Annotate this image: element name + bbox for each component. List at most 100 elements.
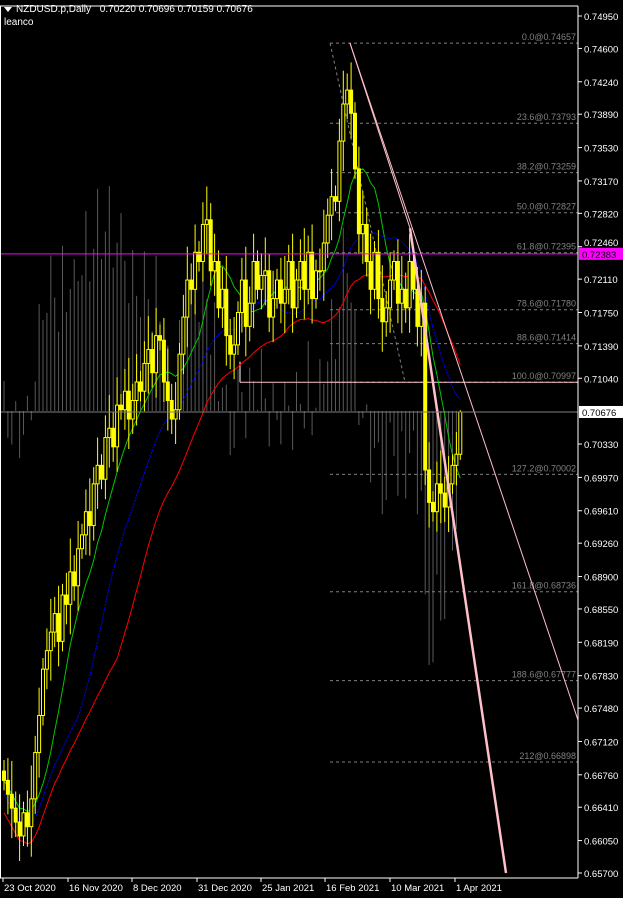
candle-bull [204,219,209,225]
y-tick-label: 0.71390 [584,342,618,353]
candle-bull [341,103,346,142]
candle-bear [427,469,432,503]
ma-slow-line [3,273,461,845]
candle-bear [56,613,61,642]
y-tick-label: 0.73890 [584,110,618,121]
candle-bear [364,223,369,263]
candle-bull [271,298,276,318]
current-price-label: 0.70676 [582,408,616,419]
indicator-label: leanco [4,17,34,28]
y-tick-label: 0.69610 [584,507,618,518]
candle-bull [282,288,287,304]
candle-bull [142,362,147,392]
x-tick-label: 16 Nov 2020 [69,883,123,894]
candle-bear [25,812,30,828]
candle-bull [454,453,459,466]
fibo-level-label: 78.6@0.71780 [517,299,576,309]
candle-bear [243,279,248,327]
fibo-level-label: 161.8@0.68736 [512,581,576,591]
ma-fast-line [3,168,461,813]
x-tick-label: 16 Feb 2021 [326,883,379,894]
candle-bull [251,261,256,304]
candle-bull [298,261,303,281]
horizontal-line-tag [579,247,623,260]
horizontal-line-price: 0.72383 [582,250,616,261]
candle-bull [115,404,120,448]
candle-bull [29,798,34,828]
candle-bull [321,242,326,272]
candle-bull [173,409,178,420]
candle-bull [434,483,439,513]
collapse-triangle-icon[interactable] [4,6,12,12]
candle-bear [138,381,143,392]
current-price-tag [579,405,623,418]
candle-bear [380,298,385,323]
fibo-level-label: 38.2@0.73259 [517,162,576,172]
candle-bull [314,270,318,300]
candle-bear [431,501,435,513]
candle-bull [372,251,377,290]
x-tick-label: 1 Apr 2021 [456,883,502,894]
fibo-level-label: 188.6@0.67777 [512,670,576,680]
candle-bull [388,279,393,309]
candle-bear [111,427,116,448]
y-tick-label: 0.67830 [584,672,618,683]
candle-bear [64,594,69,605]
y-tick-label: 0.67480 [584,704,618,715]
candle-bull [37,714,42,754]
candle-bull [399,288,404,304]
candle-bull [193,251,198,290]
fibo-baseline [329,43,406,383]
candle-bull [185,279,190,318]
candle-bear [333,196,338,202]
candle-bear [255,261,260,290]
candle-bear [376,251,381,300]
open-value: 0.70220 [99,4,136,15]
trendline-major [349,42,579,721]
y-tick-label: 0.74950 [584,12,618,23]
candle-bull [259,274,264,290]
candle-bull [329,196,334,216]
y-tick-label: 0.72460 [584,238,618,249]
candle-bull [68,571,73,605]
y-tick-label: 0.66760 [584,771,618,782]
candle-bear [197,251,201,263]
candle-bull [407,261,412,309]
candle-bull [275,279,279,300]
candle-bear [302,261,307,290]
x-tick-label: 23 Oct 2020 [4,883,56,894]
candle-bear [356,168,361,235]
fibo-level-label: 212@0.66898 [519,751,576,761]
candle-bear [403,288,408,309]
candle-bull [360,223,365,235]
candle-bear [411,261,416,290]
candle-bull [212,261,217,272]
candle-bear [267,270,272,318]
candle-bull [325,214,330,244]
y-tick-label: 0.68550 [584,605,618,616]
candle-bear [150,349,155,374]
candle-bull [80,534,84,550]
candle-bull [306,251,311,290]
symbol-label: NZDUSD.p,Daily [16,4,92,15]
y-tick-label: 0.74240 [584,78,618,89]
fibo-level-label: 88.6@0.71414 [517,333,576,343]
trendline-steep [408,227,508,874]
x-tick-label: 8 Dec 2020 [133,883,182,894]
candle-bull [154,335,159,374]
candle-bull [83,511,88,536]
candle-bear [438,483,443,494]
candle-bear [228,335,233,355]
candle-bear [17,821,22,837]
y-tick-label: 0.68900 [584,573,618,584]
candle-bull [48,631,53,652]
candle-bull [247,302,252,327]
candle-bull [294,279,299,309]
candle-bear [208,219,213,272]
y-tick-label: 0.69260 [584,539,618,550]
fibo-level-label: 100.0@0.70997 [512,371,576,381]
candle-bull [21,812,26,837]
candle-bear [216,261,221,309]
candle-bull [52,613,57,633]
